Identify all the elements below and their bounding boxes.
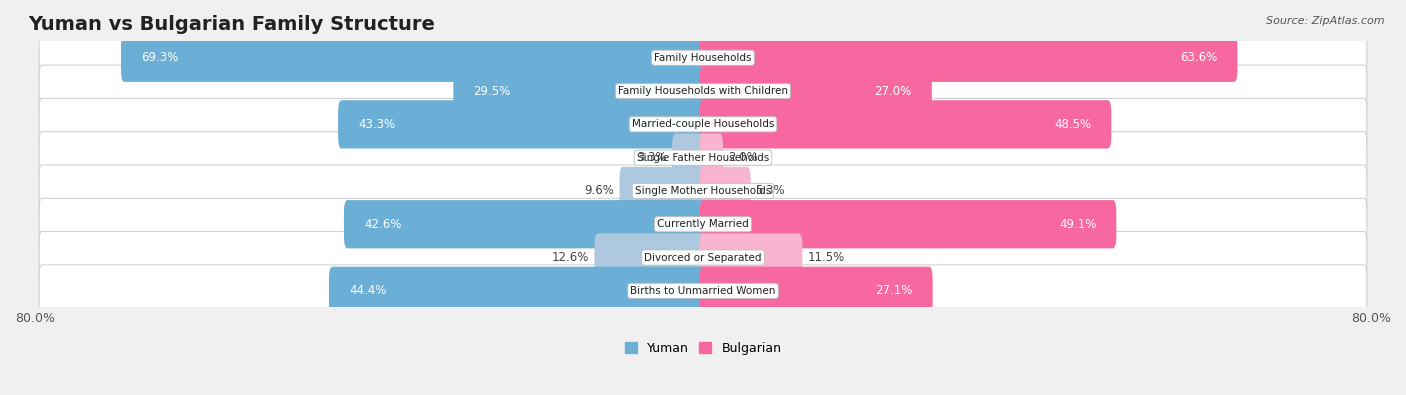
FancyBboxPatch shape [700, 200, 1116, 248]
Text: 12.6%: 12.6% [553, 251, 589, 264]
Text: Source: ZipAtlas.com: Source: ZipAtlas.com [1267, 16, 1385, 26]
FancyBboxPatch shape [39, 98, 1367, 150]
FancyBboxPatch shape [329, 267, 706, 315]
Text: 43.3%: 43.3% [359, 118, 395, 131]
FancyBboxPatch shape [595, 233, 706, 282]
Text: 5.3%: 5.3% [755, 184, 785, 198]
Text: 44.4%: 44.4% [349, 284, 387, 297]
Legend: Yuman, Bulgarian: Yuman, Bulgarian [620, 337, 786, 360]
FancyBboxPatch shape [39, 132, 1367, 184]
FancyBboxPatch shape [620, 167, 706, 215]
Text: 9.6%: 9.6% [585, 184, 614, 198]
Text: 3.3%: 3.3% [637, 151, 666, 164]
Text: Married-couple Households: Married-couple Households [631, 119, 775, 129]
Text: Currently Married: Currently Married [657, 219, 749, 229]
Text: Yuman vs Bulgarian Family Structure: Yuman vs Bulgarian Family Structure [28, 15, 436, 34]
FancyBboxPatch shape [337, 100, 706, 149]
FancyBboxPatch shape [39, 165, 1367, 217]
FancyBboxPatch shape [700, 134, 723, 182]
Text: 27.0%: 27.0% [875, 85, 911, 98]
FancyBboxPatch shape [453, 67, 706, 115]
Text: Divorced or Separated: Divorced or Separated [644, 252, 762, 263]
FancyBboxPatch shape [39, 265, 1367, 317]
Text: 69.3%: 69.3% [141, 51, 179, 64]
FancyBboxPatch shape [39, 32, 1367, 84]
FancyBboxPatch shape [39, 231, 1367, 284]
Text: Family Households with Children: Family Households with Children [619, 86, 787, 96]
Text: 48.5%: 48.5% [1054, 118, 1091, 131]
Text: 42.6%: 42.6% [364, 218, 401, 231]
Text: Single Father Households: Single Father Households [637, 152, 769, 163]
FancyBboxPatch shape [121, 34, 706, 82]
FancyBboxPatch shape [700, 167, 751, 215]
Text: 27.1%: 27.1% [875, 284, 912, 297]
FancyBboxPatch shape [39, 65, 1367, 117]
Text: Family Households: Family Households [654, 53, 752, 63]
Text: 63.6%: 63.6% [1180, 51, 1218, 64]
FancyBboxPatch shape [700, 67, 932, 115]
Text: 29.5%: 29.5% [474, 85, 510, 98]
FancyBboxPatch shape [700, 267, 932, 315]
FancyBboxPatch shape [672, 134, 706, 182]
Text: Births to Unmarried Women: Births to Unmarried Women [630, 286, 776, 296]
Text: Single Mother Households: Single Mother Households [636, 186, 770, 196]
Text: 49.1%: 49.1% [1059, 218, 1097, 231]
Text: 2.0%: 2.0% [728, 151, 758, 164]
FancyBboxPatch shape [39, 198, 1367, 250]
Text: 11.5%: 11.5% [807, 251, 845, 264]
FancyBboxPatch shape [700, 233, 803, 282]
FancyBboxPatch shape [700, 100, 1111, 149]
FancyBboxPatch shape [700, 34, 1237, 82]
FancyBboxPatch shape [344, 200, 706, 248]
